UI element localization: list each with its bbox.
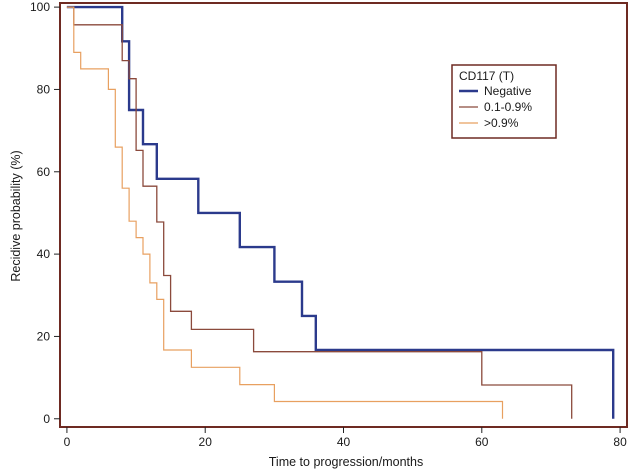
series-group (66, 5, 615, 419)
legend: CD117 (T) Negative 0.1-0.9% >0.9% (451, 64, 557, 139)
x-axis-title: Time to progression/months (269, 455, 423, 469)
y-tick-label: 80 (37, 82, 51, 96)
x-tick-label: 0 (64, 435, 71, 449)
series-line-2 (66, 6, 573, 419)
x-axis: 0 20 40 60 80 (64, 427, 627, 449)
x-tick-label: 20 (199, 435, 213, 449)
legend-entry-label: 0.1-0.9% (484, 100, 532, 114)
legend-title: CD117 (T) (459, 69, 514, 83)
legend-box (451, 64, 557, 139)
y-axis: 0 20 40 60 80 100 (30, 0, 60, 426)
x-tick-label: 60 (475, 435, 489, 449)
y-tick-label: 60 (37, 165, 51, 179)
y-axis-title: Recidive probability (%) (9, 150, 23, 281)
legend-entry-label: >0.9% (484, 116, 519, 130)
y-tick-label: 40 (37, 247, 51, 261)
x-tick-label: 80 (613, 435, 627, 449)
x-tick-label: 40 (337, 435, 351, 449)
y-tick-label: 20 (37, 329, 51, 343)
legend-entry-label: Negative (484, 84, 532, 98)
y-tick-label: 100 (30, 0, 50, 14)
series-line-3 (66, 6, 504, 419)
y-tick-label: 0 (43, 412, 50, 426)
